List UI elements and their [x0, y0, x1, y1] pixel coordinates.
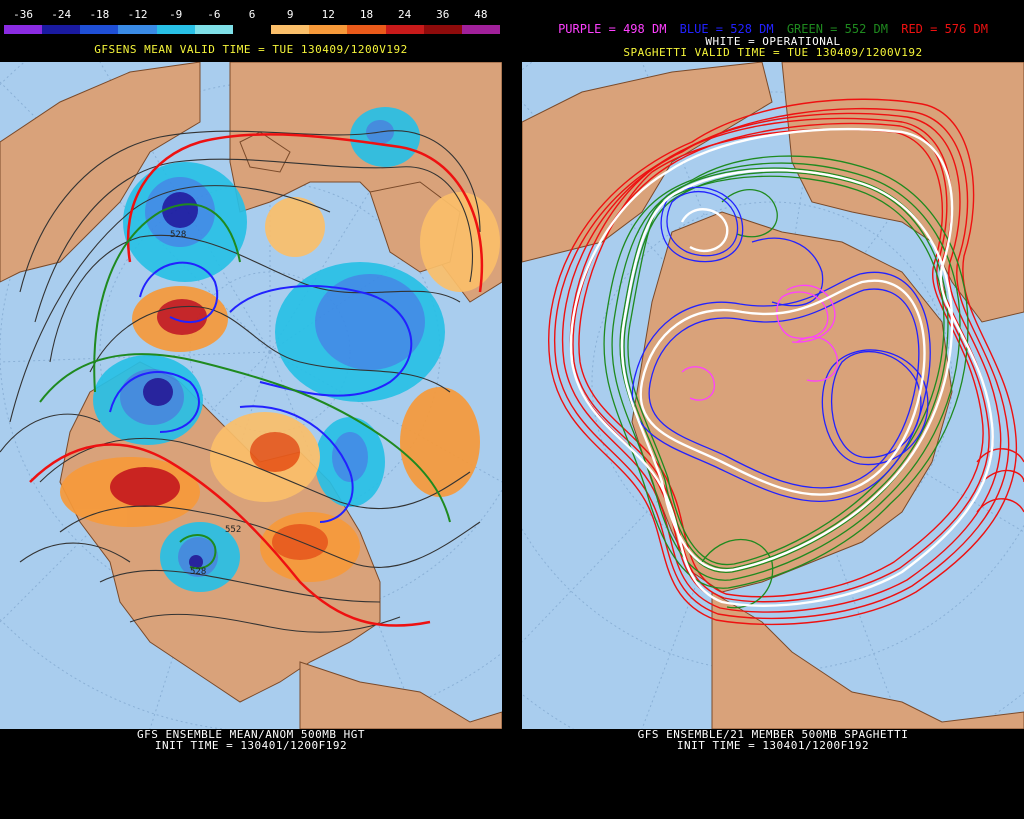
contour-label: 528 — [190, 567, 206, 577]
legend-blue: BLUE = 528 DM — [679, 22, 774, 36]
colorbar-segment — [232, 25, 272, 34]
contour-552-green — [93, 203, 241, 393]
ensemble-mean-map: 528 528 552 — [0, 62, 502, 729]
colorbar-tick-label: -12 — [127, 8, 148, 21]
spaghetti-valid-time-header: SPAGHETTI VALID TIME = TUE 130409/1200V1… — [623, 46, 923, 59]
spaghetti-576-red — [548, 98, 1024, 626]
spaghetti-map-graphic — [522, 62, 1024, 729]
colorbar-segment — [385, 25, 424, 34]
legend-green: GREEN = 552 DM — [786, 22, 888, 36]
contour-labels: 528 528 552 — [170, 230, 241, 577]
mean-init-time: INIT TIME = 130401/1200F192 — [154, 739, 348, 752]
colorbar-segment — [461, 25, 501, 34]
legend-red: RED = 576 DM — [901, 22, 988, 36]
colorbar-tick-label: 18 — [359, 8, 374, 21]
spaghetti-product-title: GFS ENSEMBLE/21 MEMBER 500MB SPAGHETTI — [637, 728, 909, 741]
colorbar-tick-label: -9 — [169, 8, 183, 21]
colorbar-segment — [156, 25, 195, 34]
panel-divider — [502, 0, 522, 819]
contour-528-blue-a — [139, 261, 219, 323]
colorbar-segment — [80, 25, 119, 34]
colorbar-segment — [4, 25, 43, 34]
colorbar-segment — [194, 25, 233, 34]
contour-552-green-south — [39, 353, 451, 523]
contour-576-red — [126, 133, 484, 293]
spaghetti-552-green — [603, 155, 969, 609]
contour-528-blue-c — [109, 371, 200, 433]
ensemble-mean-panel: -36 -24 -18 -12 -9 -6 6 9 12 18 24 36 48 GFSENS MEAN… — [0, 0, 502, 819]
legend-purple: PURPLE = 498 DM — [558, 22, 667, 36]
colorbar-tick-label: 6 — [248, 8, 256, 21]
contour-528-blue-b — [229, 285, 413, 397]
colorbar-segment — [118, 25, 157, 34]
colorbar-tick-label: 24 — [397, 8, 412, 21]
colorbar-segment — [271, 25, 310, 34]
colorbar-tick-label: -6 — [207, 8, 221, 21]
colorbar-segment — [347, 25, 386, 34]
land-masses — [522, 62, 1024, 729]
mean-footer: GFS ENSEMBLE MEAN/ANOM 500MB HGT INIT TI… — [0, 729, 502, 819]
colorbar-tick-label: 36 — [436, 8, 450, 21]
spaghetti-498-purple — [681, 284, 838, 401]
spaghetti-map — [522, 62, 1024, 729]
spaghetti-init-time: INIT TIME = 130401/1200F192 — [676, 739, 870, 752]
colorbar-segment — [309, 25, 348, 34]
spaghetti-operational-white — [569, 128, 994, 607]
contour-528-blue-d — [239, 405, 354, 523]
spaghetti-panel: PURPLE = 498 DM BLUE = 528 DM GREEN = 55… — [522, 0, 1024, 819]
colorbar-labels: -36 -24 -18 -12 -9 -6 6 9 12 18 24 36 48 — [0, 8, 502, 22]
colorbar-tick-label: 12 — [321, 8, 335, 21]
contour-label: 528 — [170, 230, 186, 240]
height-contours — [0, 130, 481, 633]
colorbar-segment — [423, 25, 462, 34]
colorbar-tick-label: 9 — [286, 8, 294, 21]
spaghetti-footer: GFS ENSEMBLE/21 MEMBER 500MB SPAGHETTI I… — [522, 729, 1024, 819]
contour-576-red-south — [29, 443, 431, 627]
colorbar-tick-label: -18 — [89, 8, 110, 21]
contour-label: 552 — [225, 525, 241, 535]
legend-white: WHITE = OPERATIONAL — [705, 35, 841, 48]
mean-anomaly-map-graphic: 528 528 552 — [0, 62, 502, 729]
contour-552-green-small — [179, 534, 217, 570]
mean-product-title: GFS ENSEMBLE MEAN/ANOM 500MB HGT — [137, 728, 365, 741]
anomaly-colorbar — [4, 25, 501, 34]
colorbar-tick-label: -36 — [13, 8, 33, 21]
colorbar-tick-label: -24 — [51, 8, 72, 21]
mean-valid-time-header: GFSENS MEAN VALID TIME = TUE 130409/1200… — [94, 43, 408, 56]
spaghetti-legend: PURPLE = 498 DM BLUE = 528 DM GREEN = 55… — [522, 22, 1024, 36]
colorbar-tick-label: 48 — [474, 8, 488, 21]
colorbar-segment — [42, 25, 81, 34]
